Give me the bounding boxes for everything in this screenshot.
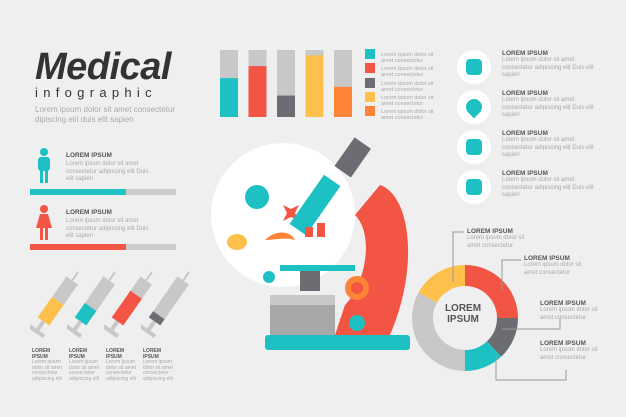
sanitizer-bottle-icon (457, 130, 491, 164)
bar (277, 95, 295, 117)
legend-swatch (365, 63, 375, 74)
donut-label-text: Lorem ipsum dolor sit amet consectetur (467, 235, 525, 249)
people-heading: LOREM IPSUM (66, 152, 112, 159)
donut-label-text: Lorem ipsum dolor sit amet consectetur (540, 347, 598, 361)
face-mask-icon (457, 50, 491, 84)
syringe-text: Lorem ipsum dolor sit amet consectetur a… (69, 359, 100, 382)
donut-segment (465, 341, 502, 371)
people-text: Lorem ipsum dolor sit amet consectetur a… (66, 218, 149, 239)
donut-label-heading: LOREM IPSUM (540, 300, 586, 307)
female-person-icon (36, 205, 52, 240)
feature-text: Lorem ipsum dolor sit amet consectetur a… (502, 137, 594, 158)
bacteria-icon (245, 185, 269, 209)
donut-label-text: Lorem ipsum dolor sit amet consectetur (540, 307, 598, 321)
feature-text: Lorem ipsum dolor sit amet consectetur a… (502, 97, 594, 118)
feature-heading: LOREM IPSUM (502, 170, 548, 177)
syringe-heading: LOREM IPSUM (143, 348, 162, 360)
donut-segment (412, 292, 465, 371)
syringe-text: Lorem ipsum dolor sit amet consectetur a… (106, 359, 137, 382)
feature-heading: LOREM IPSUM (502, 50, 548, 57)
progress-fill (30, 189, 127, 195)
syringe-fill (37, 296, 64, 326)
syringe-fill (74, 303, 97, 326)
bar (248, 66, 267, 117)
bar-legend: Lorem ipsum dolor sit amet consectetur Lo… (365, 49, 436, 122)
legend-text: Lorem ipsum dolor sit amet consectetur (381, 66, 434, 79)
bar (220, 78, 238, 117)
syringe-heading: LOREM IPSUM (69, 348, 88, 360)
progress-bar (30, 244, 176, 250)
bar (334, 86, 352, 117)
progress-fill (30, 244, 127, 250)
syringe-icon (65, 271, 116, 339)
donut-leader-lines (452, 231, 567, 381)
donut-label-text: Lorem ipsum dolor sit amet consectetur (524, 262, 582, 276)
syringe-heading: LOREM IPSUM (106, 348, 125, 360)
worm-germ-icon (265, 232, 295, 240)
legend-text: Lorem ipsum dolor sit amet consectetur (381, 109, 434, 122)
legend-text: Lorem ipsum dolor sit amet consectetur (381, 80, 434, 93)
page-title: Medical (35, 46, 171, 88)
donut-center-label: LOREM IPSUM (444, 303, 482, 325)
syringe-text: Lorem ipsum dolor sit amet consectetur a… (32, 359, 63, 382)
people-heading: LOREM IPSUM (66, 209, 112, 216)
virus-icon (263, 271, 275, 283)
bar-chart (220, 50, 352, 117)
jellyfish-germ-icon (227, 234, 247, 250)
feature-text: Lorem ipsum dolor sit amet consectetur a… (502, 57, 594, 78)
legend-swatch (365, 106, 375, 117)
syringe-icon (139, 271, 190, 339)
feature-heading: LOREM IPSUM (502, 90, 548, 97)
people-text: Lorem ipsum dolor sit amet consectetur a… (66, 161, 149, 182)
legend-text: Lorem ipsum dolor sit amet consectetur (381, 94, 434, 107)
magnified-circle (211, 143, 355, 287)
syringe-icon (28, 271, 79, 339)
donut-label-heading: LOREM IPSUM (524, 255, 570, 262)
location-pin-icon (457, 90, 491, 124)
syringe-text: Lorem ipsum dolor sit amet consectetur a… (143, 359, 174, 382)
feature-text: Lorem ipsum dolor sit amet consectetur a… (502, 177, 594, 198)
bar (305, 55, 324, 117)
donut-label-heading: LOREM IPSUM (540, 340, 586, 347)
legend-swatch (365, 77, 375, 88)
male-person-icon (38, 148, 50, 183)
syringe-fill (148, 311, 165, 326)
social-distance-icon (457, 170, 491, 204)
legend-swatch (365, 49, 375, 59)
legend-swatch (365, 91, 375, 102)
donut-segment (465, 265, 518, 318)
legend-text: Lorem ipsum dolor sit amet consectetur (381, 52, 434, 64)
feature-heading: LOREM IPSUM (502, 130, 548, 137)
syringe-heading: LOREM IPSUM (32, 348, 51, 360)
syringe-fill (111, 290, 142, 326)
page-subtitle: infographic (35, 85, 157, 100)
donut-label-heading: LOREM IPSUM (467, 228, 513, 235)
progress-bar (30, 189, 176, 195)
syringe-icon (102, 271, 153, 339)
page-description: Lorem ipsum dolor sit amet consectetur d… (35, 105, 176, 124)
microscope-illustration (211, 137, 410, 350)
donut-segment (486, 318, 518, 357)
